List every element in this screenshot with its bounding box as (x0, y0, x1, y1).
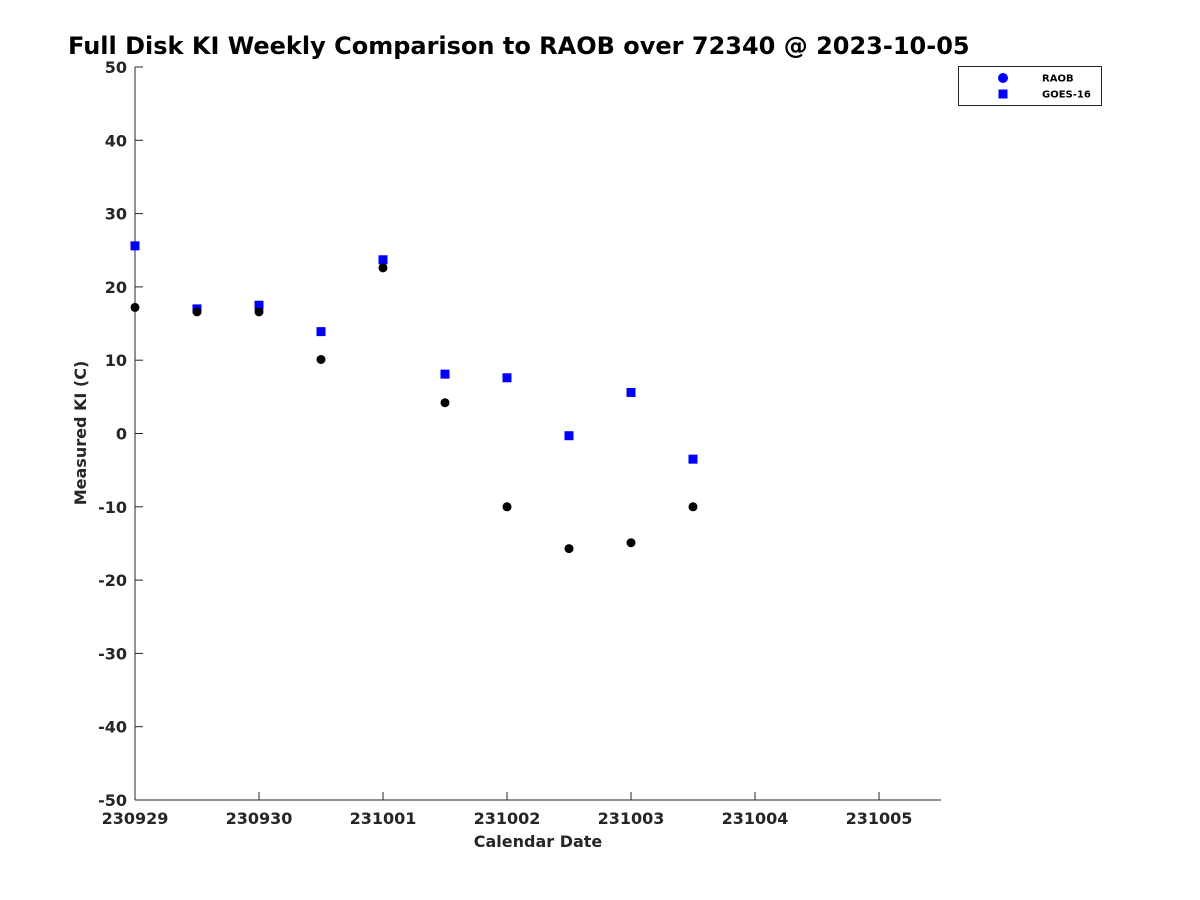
y-axis-label: Measured KI (C) (71, 361, 90, 506)
goes16-point (564, 431, 574, 441)
data-points (130, 241, 698, 554)
raob-point (378, 263, 388, 273)
y-tick-label: 20 (105, 278, 127, 297)
y-tick-label: -50 (98, 791, 127, 810)
goes16-point (626, 387, 636, 397)
goes16-point (688, 454, 698, 464)
raob-point (626, 538, 636, 548)
legend-marker-goes16 (998, 89, 1008, 99)
x-axis-label: Calendar Date (474, 832, 603, 851)
legend-marker-raob (998, 73, 1008, 83)
axes (134, 67, 941, 801)
y-tick-label: -40 (98, 718, 127, 737)
legend-label-raob: RAOB (1042, 74, 1074, 85)
raob-point (688, 502, 698, 512)
goes16-point (316, 327, 326, 337)
x-ticks: 230929 230930 231001 231002 231003 231004 2310… (102, 792, 913, 828)
x-tick-label: 231001 (350, 809, 417, 828)
goes16-point (254, 300, 264, 310)
raob-point (254, 307, 264, 317)
y-tick-label: 10 (105, 351, 127, 370)
x-tick-label: 231002 (474, 809, 541, 828)
x-tick-label: 231004 (722, 809, 789, 828)
y-tick-label: 0 (116, 425, 127, 444)
raob-point (564, 544, 574, 554)
chart-title: Full Disk KI Weekly Comparison to RAOB o… (68, 32, 970, 60)
raob-point (502, 502, 512, 512)
goes16-point (502, 373, 512, 383)
goes16-point (440, 369, 450, 379)
y-ticks: -50 -40 -30 -20 -10 0 10 20 30 40 50 (98, 58, 143, 810)
goes16-point (130, 241, 140, 251)
x-tick-label: 231003 (598, 809, 665, 828)
y-tick-label: 40 (105, 131, 127, 150)
x-tick-label: 231005 (846, 809, 913, 828)
legend: RAOB GOES-16 (958, 66, 1102, 106)
raob-point (130, 302, 140, 312)
y-tick-label: -10 (98, 498, 127, 517)
legend-box (958, 66, 1102, 106)
raob-point (316, 354, 326, 364)
x-tick-label: 230929 (102, 809, 169, 828)
raob-point (192, 307, 202, 317)
x-tick-label: 230930 (226, 809, 293, 828)
y-tick-label: 30 (105, 205, 127, 224)
goes16-point (378, 255, 388, 265)
y-tick-label: 50 (105, 58, 127, 77)
legend-label-goes16: GOES-16 (1042, 90, 1091, 101)
y-tick-label: -20 (98, 571, 127, 590)
y-tick-label: -30 (98, 644, 127, 663)
raob-point (440, 398, 450, 408)
